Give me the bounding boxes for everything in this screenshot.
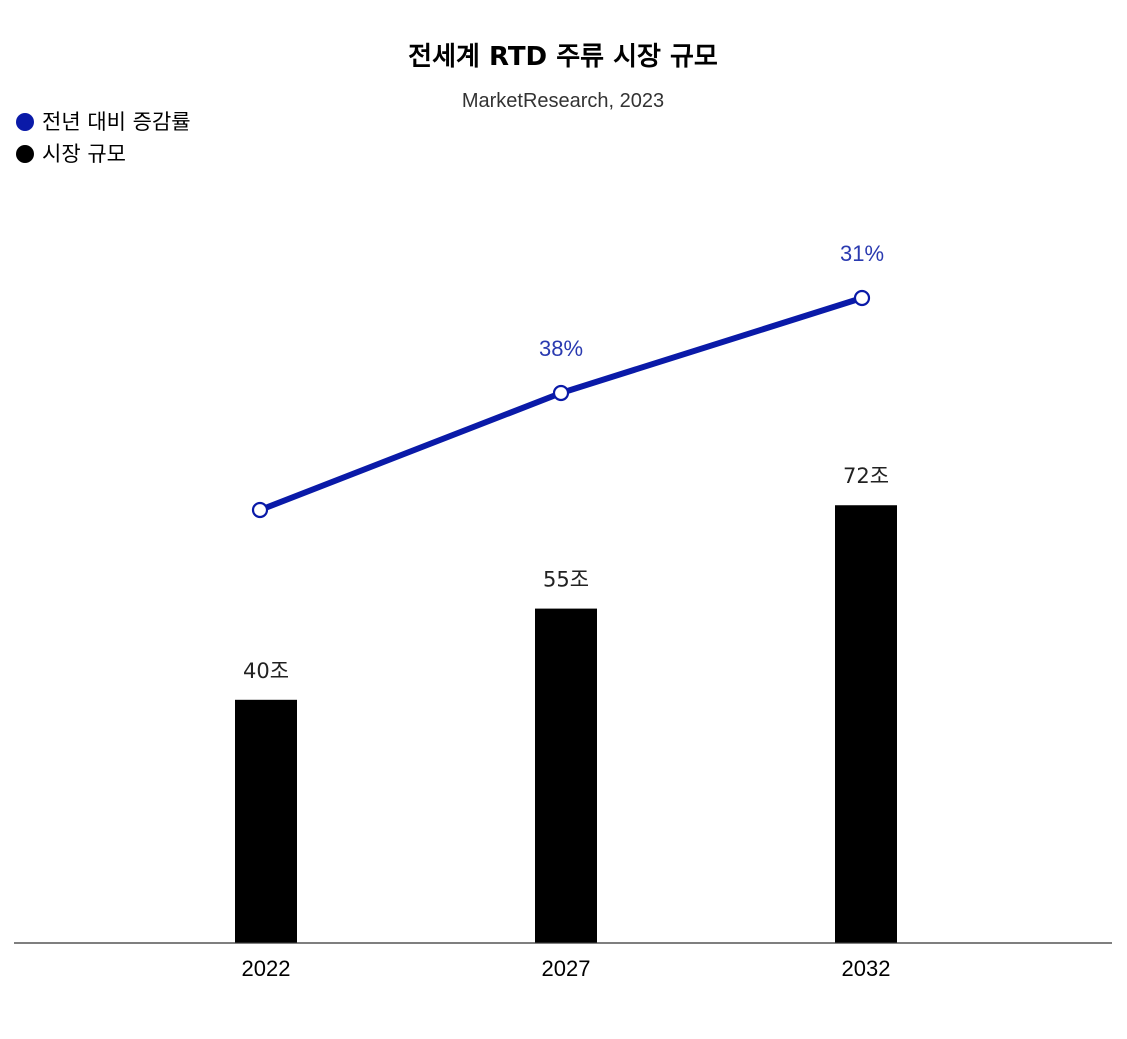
bar-value-label-2022: 40조 — [243, 659, 289, 683]
bar-series — [235, 505, 897, 943]
growth-point-2032 — [853, 289, 871, 307]
bar-2027 — [535, 608, 597, 943]
bar-labels: 40조 55조 72조 — [243, 464, 889, 683]
legend-marker-market — [16, 145, 34, 163]
legend: 전년 대비 증감률 시장 규모 — [16, 110, 191, 166]
bar-2022 — [235, 699, 297, 943]
growth-value-label-2027: 38% — [539, 336, 583, 361]
chart-title: 전세계 RTD 주류 시장 규모 — [408, 42, 718, 72]
x-tick-2032: 2032 — [842, 956, 891, 981]
bar-value-label-2032: 72조 — [843, 464, 889, 488]
legend-label-market: 시장 규모 — [42, 142, 126, 166]
bar-2032 — [835, 505, 897, 943]
growth-value-label-2032: 31% — [840, 241, 884, 266]
legend-label-growth: 전년 대비 증감률 — [42, 110, 191, 134]
x-tick-2027: 2027 — [542, 956, 591, 981]
growth-line — [258, 295, 863, 513]
x-tick-labels: 2022 2027 2032 — [242, 956, 891, 981]
bar-value-label-2027: 55조 — [543, 568, 589, 592]
x-tick-2022: 2022 — [242, 956, 291, 981]
chart-subtitle: MarketResearch, 2023 — [462, 90, 664, 112]
growth-point-2027 — [552, 384, 570, 402]
growth-point-2022 — [251, 501, 269, 519]
growth-line-series — [251, 289, 871, 519]
growth-line-labels: 38% 31% — [539, 241, 884, 361]
legend-marker-growth — [16, 113, 34, 131]
